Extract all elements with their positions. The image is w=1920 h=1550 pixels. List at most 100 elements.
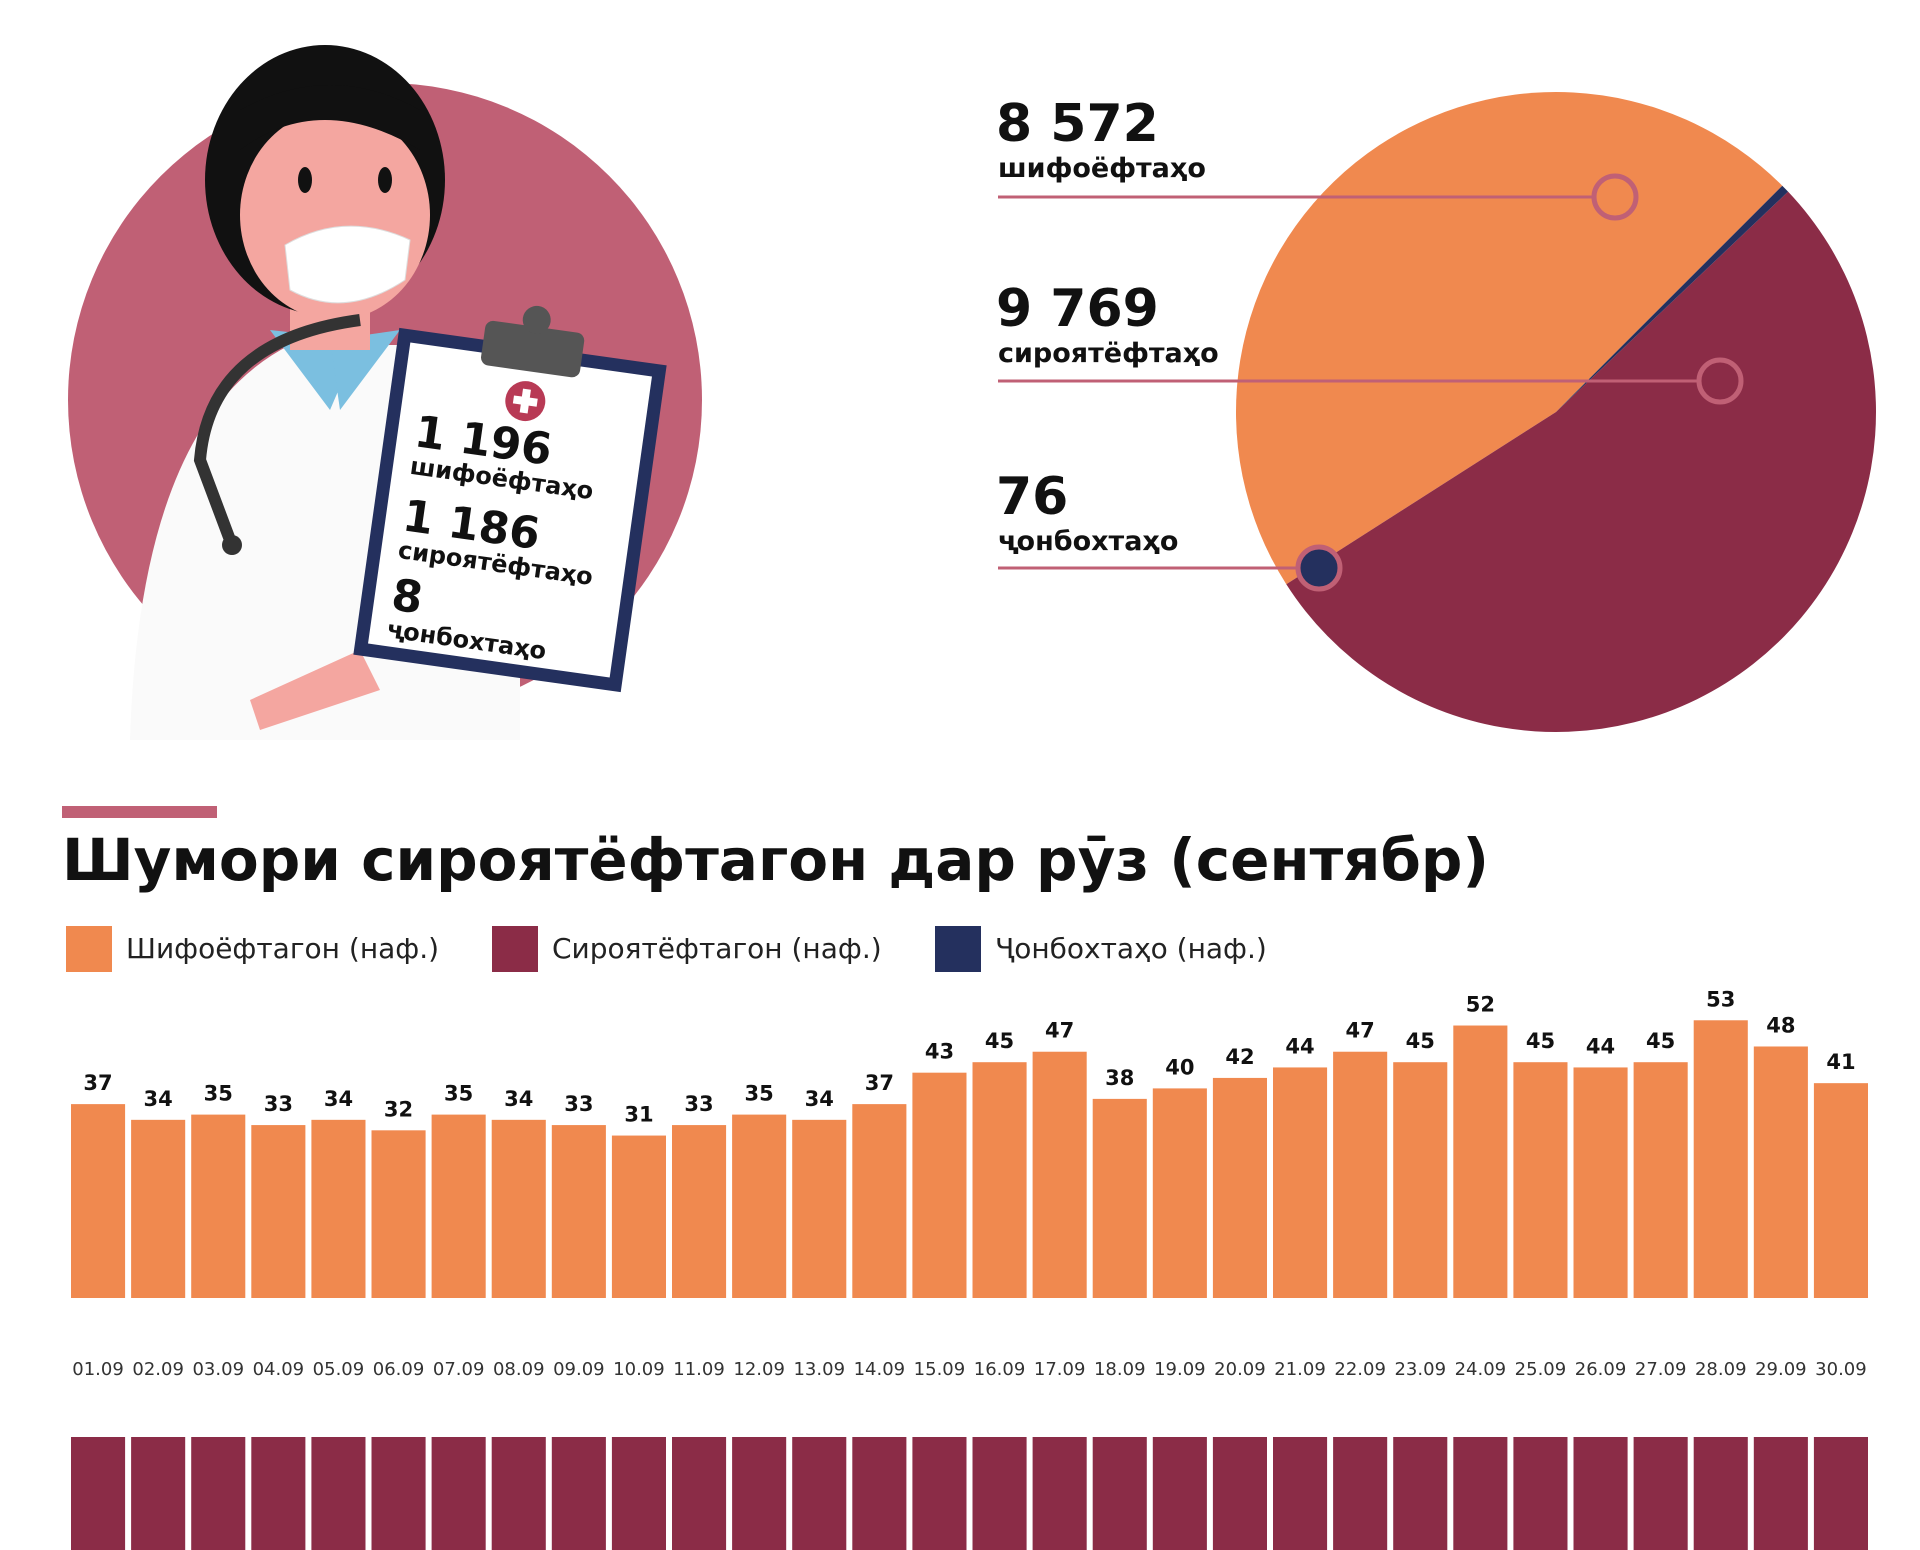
lower-bar: [1573, 1437, 1628, 1550]
leader-dot: [1591, 173, 1639, 221]
bar: [371, 1130, 426, 1298]
bar-value-label: 37: [865, 1071, 894, 1095]
pie-category-label: сироятёфтаҳо: [998, 338, 1219, 369]
pie-slice: [1286, 191, 1876, 732]
bar: [251, 1125, 306, 1298]
bar-value-label: 33: [264, 1092, 293, 1116]
x-tick-label: 09.09: [553, 1359, 605, 1380]
x-tick-label: 06.09: [373, 1359, 425, 1380]
x-tick-label: 30.09: [1815, 1359, 1867, 1380]
x-tick-label: 29.09: [1755, 1359, 1807, 1380]
bar: [1032, 1051, 1087, 1298]
legend-label: Ҷонбохтаҳо (наф.): [995, 932, 1267, 965]
bar-value-label: 52: [1466, 993, 1495, 1017]
leader-dot: [1696, 357, 1744, 405]
lower-bar: [371, 1437, 426, 1550]
bar-value-label: 45: [1406, 1029, 1435, 1053]
bar-value-label: 44: [1285, 1034, 1314, 1058]
bar: [792, 1119, 847, 1298]
bar: [191, 1114, 246, 1298]
leader-dot: [1295, 544, 1343, 592]
lower-bar: [251, 1437, 306, 1550]
x-tick-label: 03.09: [192, 1359, 244, 1380]
x-tick-label: 15.09: [914, 1359, 966, 1380]
lower-bar: [71, 1437, 126, 1550]
x-tick-label: 10.09: [613, 1359, 665, 1380]
bar: [732, 1114, 787, 1298]
pie-slice: [1556, 185, 1789, 412]
lower-bar: [551, 1437, 606, 1550]
bar: [1813, 1083, 1868, 1298]
bar: [1333, 1051, 1388, 1298]
bar-value-label: 43: [925, 1040, 954, 1064]
pie-category-label: шифоёфтаҳо: [998, 153, 1206, 184]
bar: [852, 1104, 907, 1298]
bar-value-label: 45: [1526, 1029, 1555, 1053]
bar: [1633, 1062, 1688, 1298]
bar: [1393, 1062, 1448, 1298]
x-tick-label: 07.09: [433, 1359, 485, 1380]
bar: [1152, 1088, 1207, 1298]
bar-value-label: 34: [805, 1087, 834, 1111]
bar: [611, 1135, 666, 1298]
x-tick-label: 24.09: [1455, 1359, 1507, 1380]
x-tick-label: 01.09: [72, 1359, 124, 1380]
chart-title: Шумори сироятёфтагон дар рӯз (сентябр): [62, 826, 1489, 894]
lower-bar: [1333, 1437, 1388, 1550]
bar: [1693, 1020, 1748, 1298]
x-tick-label: 04.09: [253, 1359, 305, 1380]
x-tick-label: 22.09: [1334, 1359, 1386, 1380]
x-tick-label: 26.09: [1575, 1359, 1627, 1380]
x-tick-label: 16.09: [974, 1359, 1026, 1380]
clipboard-value: 8: [388, 570, 425, 625]
bar-value-label: 40: [1165, 1055, 1194, 1079]
x-tick-label: 18.09: [1094, 1359, 1146, 1380]
lower-bar: [672, 1437, 727, 1550]
x-tick-label: 02.09: [132, 1359, 184, 1380]
x-tick-label: 13.09: [793, 1359, 845, 1380]
legend-label: Сироятёфтагон (наф.): [552, 932, 882, 965]
x-tick-label: 11.09: [673, 1359, 725, 1380]
x-tick-label: 27.09: [1635, 1359, 1687, 1380]
x-tick-label: 21.09: [1274, 1359, 1326, 1380]
bar: [311, 1119, 366, 1298]
lower-bar: [1152, 1437, 1207, 1550]
bar-value-label: 45: [985, 1029, 1014, 1053]
bar-value-label: 41: [1826, 1050, 1855, 1074]
legend-swatch: [66, 926, 112, 972]
bar-value-label: 44: [1586, 1034, 1615, 1058]
bar: [672, 1125, 727, 1298]
bar: [1212, 1077, 1267, 1298]
bar-value-label: 47: [1346, 1019, 1375, 1043]
pie-value-label: 76: [996, 467, 1068, 527]
bar-value-label: 34: [144, 1087, 173, 1111]
lower-bar: [1092, 1437, 1147, 1550]
lower-bar: [912, 1437, 967, 1550]
bar: [71, 1104, 126, 1298]
pie-value-label: 9 769: [996, 279, 1159, 339]
bar-value-label: 37: [83, 1071, 112, 1095]
lower-bar: [1273, 1437, 1328, 1550]
lower-bar: [1032, 1437, 1087, 1550]
bar-value-label: 32: [384, 1097, 413, 1121]
bar-value-label: 34: [324, 1087, 353, 1111]
bar: [972, 1062, 1027, 1298]
bar: [551, 1125, 606, 1298]
lower-bar: [732, 1437, 787, 1550]
lower-bar: [311, 1437, 366, 1550]
bar-value-label: 38: [1105, 1066, 1134, 1090]
lower-bar: [852, 1437, 907, 1550]
bar: [1092, 1098, 1147, 1298]
bar: [1453, 1025, 1508, 1298]
lower-bar: [1453, 1437, 1508, 1550]
lower-bar: [1753, 1437, 1808, 1550]
bar-value-label: 48: [1766, 1013, 1795, 1037]
lower-bar: [1693, 1437, 1748, 1550]
bar: [912, 1072, 967, 1298]
x-tick-label: 20.09: [1214, 1359, 1266, 1380]
x-tick-label: 19.09: [1154, 1359, 1206, 1380]
lower-bar: [1212, 1437, 1267, 1550]
bar: [1513, 1062, 1568, 1298]
bar-value-label: 47: [1045, 1019, 1074, 1043]
